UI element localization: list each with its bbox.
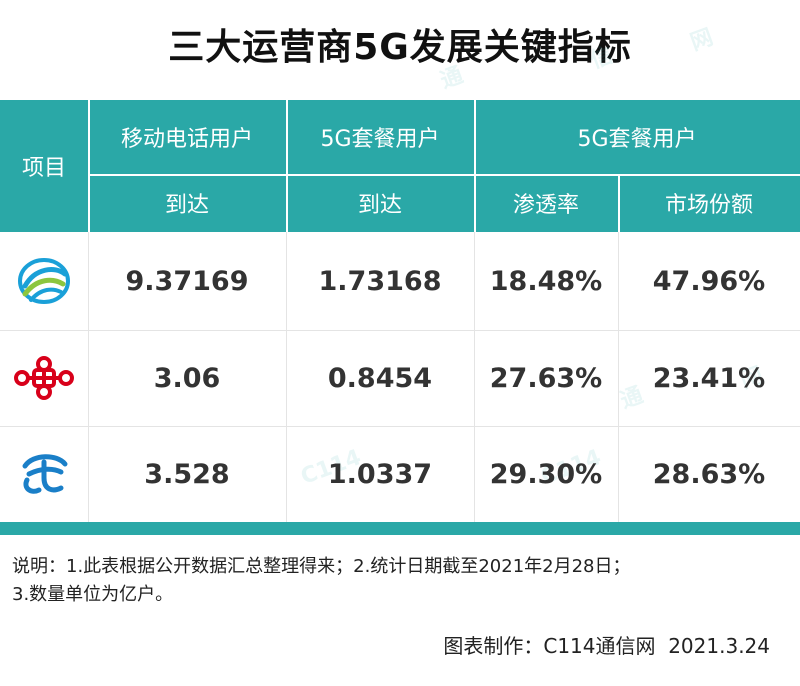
table-cell: 3.528 xyxy=(144,458,230,490)
table-cell: 9.37169 xyxy=(125,265,249,297)
footnote-line: 3.数量单位为亿户。 xyxy=(12,584,174,605)
footnote: 说明：1.此表根据公开数据汇总整理得来；2.统计日期截至2021年2月28日； … xyxy=(12,553,792,609)
indicator-table: 项目 移动电话用户 5G套餐用户 5G套餐用户 到达 到达 渗透率 市场份额 9… xyxy=(0,100,800,535)
table-cell: 47.96% xyxy=(652,265,766,297)
header-5g-users-share: 5G套餐用户 xyxy=(474,100,800,174)
table-bottom-bar xyxy=(0,522,800,535)
china-mobile-logo xyxy=(0,232,88,330)
china-telecom-logo xyxy=(0,426,88,522)
subheader-arrival: 到达 xyxy=(286,174,474,232)
table-cell: 3.06 xyxy=(153,362,221,394)
header-mobile-users: 移动电话用户 xyxy=(88,100,286,174)
table-cell: 0.8454 xyxy=(327,362,433,394)
subheader-penetration: 渗透率 xyxy=(474,174,618,232)
table-cell: 23.41% xyxy=(652,362,766,394)
china-unicom-logo xyxy=(0,330,88,426)
table-cell: 28.63% xyxy=(652,458,766,490)
subheader-market-share: 市场份额 xyxy=(618,174,800,232)
subheader-arrival: 到达 xyxy=(88,174,286,232)
footnote-line: 说明：1.此表根据公开数据汇总整理得来；2.统计日期截至2021年2月28日； xyxy=(12,556,631,577)
table-cell: 27.63% xyxy=(489,362,603,394)
header-item: 项目 xyxy=(0,100,88,232)
table-cell: 18.48% xyxy=(489,265,603,297)
table-cell: 1.73168 xyxy=(318,265,442,297)
page-title: 三大运营商5G发展关键指标 xyxy=(168,27,632,68)
header-5g-users: 5G套餐用户 xyxy=(286,100,474,174)
credit-line: 图表制作：C114通信网 2021.3.24 xyxy=(443,634,770,658)
table-cell: 29.30% xyxy=(489,458,603,490)
table-cell: 1.0337 xyxy=(327,458,433,490)
